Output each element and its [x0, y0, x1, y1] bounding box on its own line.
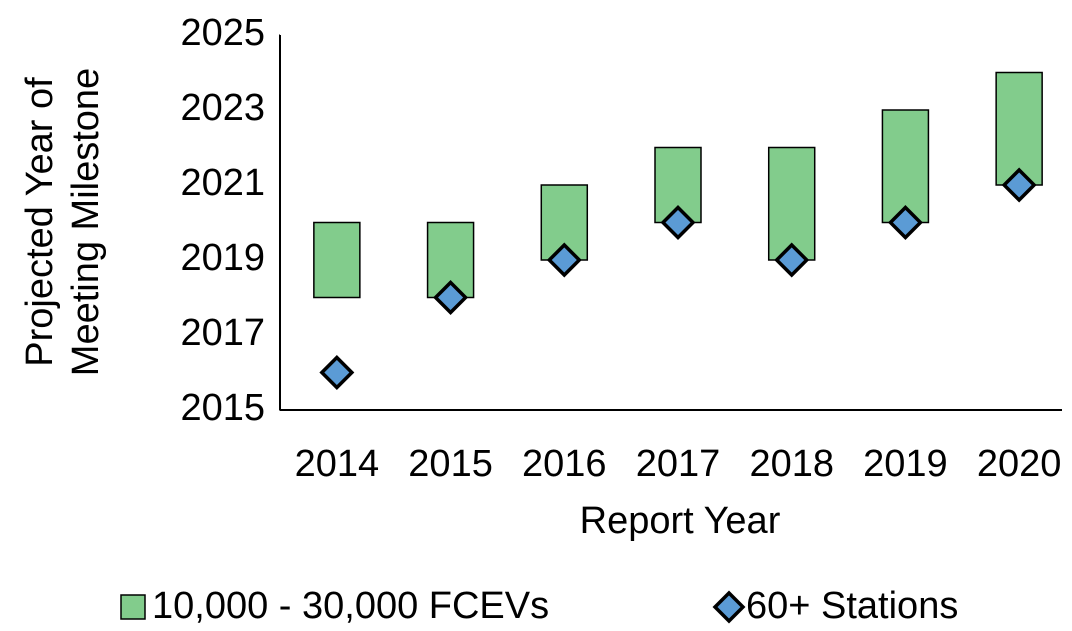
legend-label: 10,000 - 30,000 FCEVs	[152, 585, 549, 627]
x-tick-label: 2019	[863, 443, 948, 485]
y-tick-label: 2017	[180, 312, 265, 354]
range-bar	[881, 109, 930, 224]
y-axis-title: Meeting Milestone	[65, 68, 107, 376]
range-bar	[313, 221, 361, 299]
x-axis-title: Report Year	[580, 500, 781, 542]
y-tick-label: 2015	[180, 387, 265, 429]
marker	[546, 242, 582, 278]
marker	[660, 205, 696, 240]
x-tick-label: 2016	[522, 443, 607, 485]
x-tick-label: 2014	[295, 443, 380, 485]
marker	[1001, 167, 1037, 203]
y-tick-label: 2025	[180, 12, 265, 54]
marker	[319, 355, 355, 390]
legend-swatch	[712, 590, 746, 624]
marker	[774, 242, 810, 278]
y-tick-label: 2021	[180, 162, 265, 204]
range-bar	[995, 71, 1043, 186]
legend-label: 60+ Stations	[746, 585, 958, 627]
x-tick-label: 2015	[408, 443, 493, 485]
y-tick-label: 2023	[180, 87, 265, 129]
y-axis-title: Projected Year of	[19, 77, 61, 367]
legend-swatch	[120, 594, 146, 620]
marker	[887, 205, 923, 240]
x-tick-label: 2020	[977, 443, 1062, 485]
marker	[433, 280, 469, 315]
x-tick-label: 2018	[749, 443, 834, 485]
range-bar	[767, 146, 816, 261]
x-tick-label: 2017	[636, 443, 721, 485]
y-tick-label: 2019	[180, 237, 265, 279]
